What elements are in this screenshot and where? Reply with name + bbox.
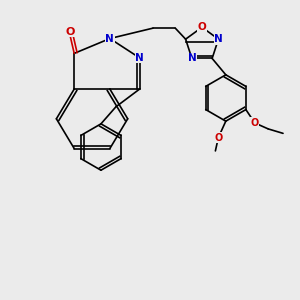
Text: O: O [65,27,74,37]
Text: N: N [106,34,114,44]
Text: O: O [251,118,259,128]
Text: O: O [214,133,223,142]
Text: O: O [198,22,206,32]
Text: N: N [188,53,196,63]
Text: N: N [135,53,144,63]
Text: N: N [214,34,223,44]
